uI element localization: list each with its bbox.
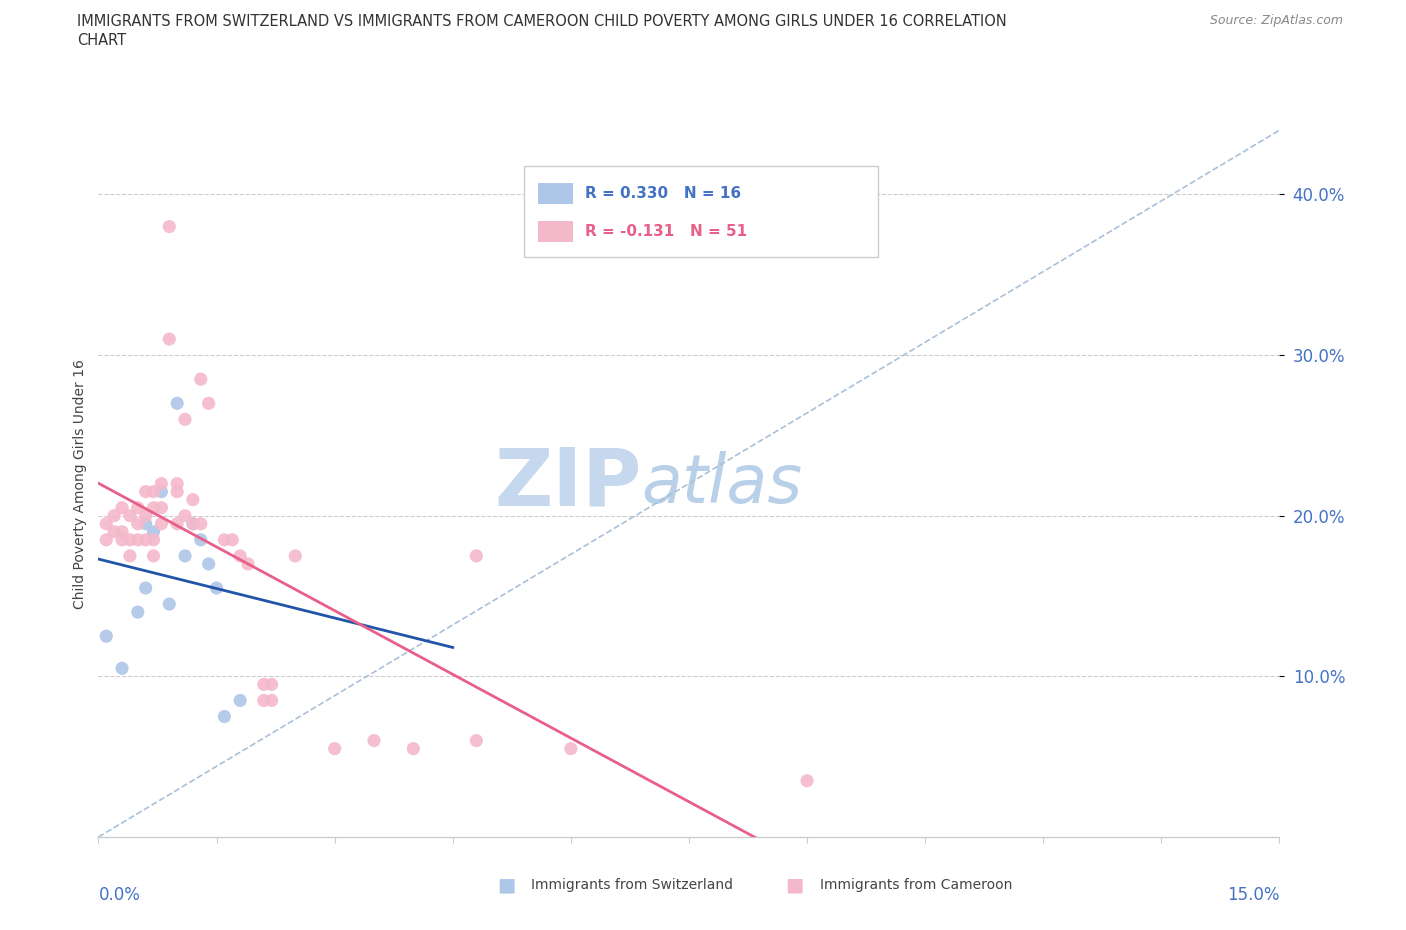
Point bbox=[150, 485, 173, 499]
Point bbox=[127, 500, 149, 515]
Point bbox=[103, 525, 125, 539]
Text: R = 0.330   N = 16: R = 0.330 N = 16 bbox=[585, 186, 741, 201]
Point bbox=[127, 516, 149, 531]
Point bbox=[127, 532, 149, 547]
Point bbox=[135, 532, 157, 547]
Point bbox=[190, 532, 212, 547]
Text: atlas: atlas bbox=[641, 451, 803, 516]
Point bbox=[205, 580, 228, 595]
Point bbox=[221, 532, 243, 547]
Point bbox=[111, 525, 134, 539]
Point bbox=[465, 549, 488, 564]
Point bbox=[197, 556, 219, 571]
Point bbox=[96, 516, 118, 531]
Text: IMMIGRANTS FROM SWITZERLAND VS IMMIGRANTS FROM CAMEROON CHILD POVERTY AMONG GIRL: IMMIGRANTS FROM SWITZERLAND VS IMMIGRANT… bbox=[77, 14, 1007, 29]
Point bbox=[796, 774, 818, 789]
Point bbox=[190, 372, 212, 387]
Point bbox=[214, 709, 236, 724]
Point bbox=[96, 532, 118, 547]
Point bbox=[166, 396, 188, 411]
Text: CHART: CHART bbox=[77, 33, 127, 47]
Point bbox=[174, 509, 197, 524]
Point bbox=[229, 549, 252, 564]
Text: ZIP: ZIP bbox=[495, 445, 641, 523]
Text: ■: ■ bbox=[785, 876, 804, 895]
Text: Immigrants from Switzerland: Immigrants from Switzerland bbox=[531, 878, 734, 893]
Point bbox=[402, 741, 425, 756]
Y-axis label: Child Poverty Among Girls Under 16: Child Poverty Among Girls Under 16 bbox=[73, 359, 87, 608]
Point bbox=[150, 476, 173, 491]
FancyBboxPatch shape bbox=[537, 220, 574, 242]
Point bbox=[142, 485, 165, 499]
Text: Immigrants from Cameroon: Immigrants from Cameroon bbox=[820, 878, 1012, 893]
Point bbox=[363, 733, 385, 748]
Point bbox=[236, 556, 259, 571]
Point bbox=[253, 677, 276, 692]
Point bbox=[166, 476, 188, 491]
Point bbox=[103, 509, 125, 524]
Text: 15.0%: 15.0% bbox=[1227, 886, 1279, 905]
Point bbox=[135, 580, 157, 595]
Point bbox=[135, 485, 157, 499]
Point bbox=[135, 516, 157, 531]
Point bbox=[181, 516, 204, 531]
Point bbox=[111, 661, 134, 676]
Point bbox=[157, 597, 180, 612]
Point bbox=[284, 549, 307, 564]
Point bbox=[135, 509, 157, 524]
Point bbox=[260, 693, 283, 708]
Point bbox=[142, 500, 165, 515]
Text: 0.0%: 0.0% bbox=[98, 886, 141, 905]
Point bbox=[96, 629, 118, 644]
Point bbox=[150, 500, 173, 515]
Point bbox=[260, 677, 283, 692]
Point bbox=[157, 219, 180, 234]
Point bbox=[174, 412, 197, 427]
Point bbox=[118, 532, 141, 547]
Point bbox=[142, 532, 165, 547]
Point bbox=[174, 549, 197, 564]
Point bbox=[229, 693, 252, 708]
Point bbox=[197, 396, 219, 411]
FancyBboxPatch shape bbox=[537, 182, 574, 204]
Text: Source: ZipAtlas.com: Source: ZipAtlas.com bbox=[1209, 14, 1343, 27]
Point bbox=[323, 741, 346, 756]
Point bbox=[118, 509, 141, 524]
Point bbox=[150, 516, 173, 531]
Point bbox=[214, 532, 236, 547]
Point bbox=[560, 741, 582, 756]
Point bbox=[111, 532, 134, 547]
Text: ■: ■ bbox=[496, 876, 516, 895]
Point bbox=[181, 492, 204, 507]
Point bbox=[142, 549, 165, 564]
Point bbox=[181, 516, 204, 531]
FancyBboxPatch shape bbox=[523, 166, 877, 258]
Point bbox=[166, 485, 188, 499]
Point bbox=[465, 733, 488, 748]
Point bbox=[127, 604, 149, 619]
Point bbox=[157, 332, 180, 347]
Point bbox=[166, 516, 188, 531]
Point bbox=[118, 549, 141, 564]
Point bbox=[253, 693, 276, 708]
Text: R = -0.131   N = 51: R = -0.131 N = 51 bbox=[585, 224, 747, 239]
Point bbox=[111, 500, 134, 515]
Point bbox=[190, 516, 212, 531]
Point bbox=[142, 525, 165, 539]
